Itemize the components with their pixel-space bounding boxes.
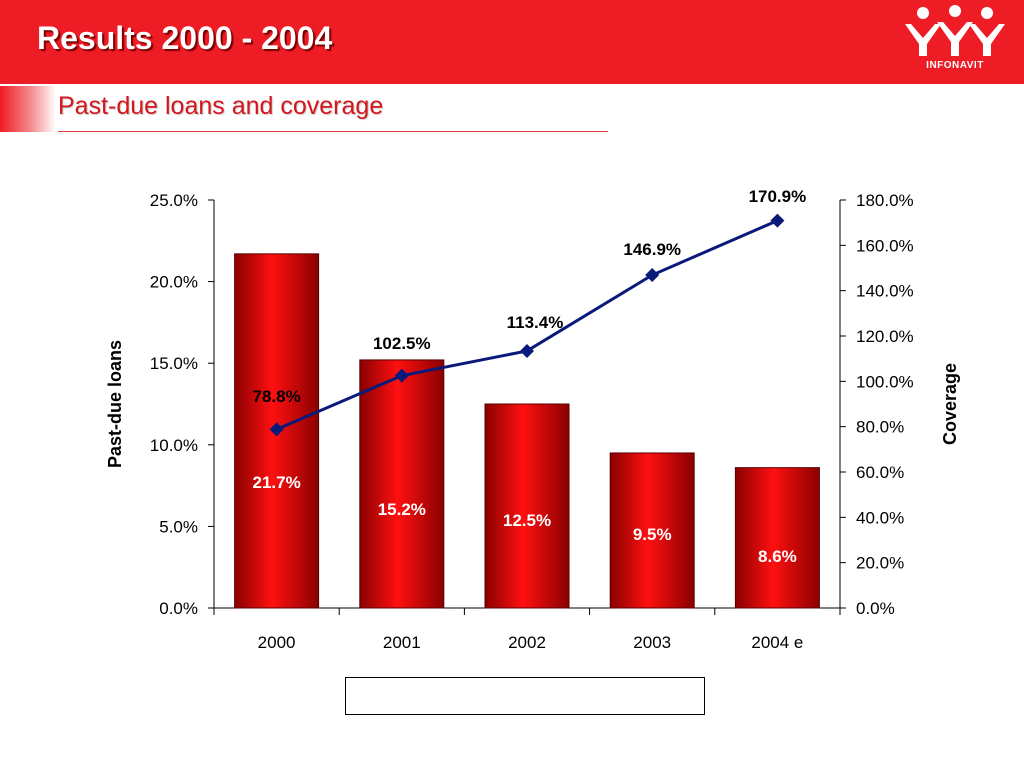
right-tick-label: 180.0%: [856, 191, 914, 210]
subtitle-underline: [58, 131, 608, 132]
x-tick-label: 2001: [383, 633, 421, 652]
chart-legend: [345, 677, 705, 715]
coverage-data-label: 113.4%: [507, 313, 564, 332]
coverage-point: [645, 268, 660, 283]
y2-axis-title: Coverage: [940, 363, 960, 445]
x-tick-label: 2002: [508, 633, 546, 652]
bar-data-label: 9.5%: [633, 525, 672, 544]
coverage-point: [520, 343, 534, 358]
bar-data-label: 12.5%: [503, 511, 551, 530]
coverage-data-label: 146.9%: [623, 240, 681, 259]
infonavit-logo-icon: [905, 5, 1005, 56]
left-tick-label: 25.0%: [150, 191, 198, 210]
x-tick-label: 2004 e: [751, 633, 803, 652]
page-title: Results 2000 - 2004: [37, 20, 333, 56]
coverage-data-label: 102.5%: [373, 334, 431, 353]
right-tick-label: 100.0%: [856, 372, 914, 391]
slide-subtitle: Past-due loans and coverage: [58, 92, 384, 120]
y-axis-title: Past-due loans: [105, 340, 125, 468]
left-tick-label: 0.0%: [159, 599, 198, 618]
left-tick-label: 15.0%: [150, 354, 198, 373]
x-tick-label: 2003: [633, 633, 671, 652]
right-tick-label: 20.0%: [856, 554, 904, 573]
left-tick-label: 20.0%: [150, 273, 198, 292]
coverage-data-label: 170.9%: [749, 187, 807, 206]
right-tick-label: 160.0%: [856, 236, 914, 255]
header-bar: Results 2000 - 2004 INFONAVIT: [0, 0, 1024, 84]
right-tick-label: 60.0%: [856, 463, 904, 482]
right-tick-label: 40.0%: [856, 508, 904, 527]
left-tick-label: 10.0%: [150, 436, 198, 455]
coverage-point: [770, 213, 785, 228]
subtitle-accent-bar: [0, 86, 56, 132]
bar: [484, 403, 570, 609]
bar: [609, 452, 695, 609]
coverage-point: [394, 368, 409, 383]
logo-text: INFONAVIT: [926, 60, 984, 71]
bar-data-label: 15.2%: [378, 500, 426, 519]
right-tick-label: 0.0%: [856, 599, 895, 618]
bar-data-label: 21.7%: [252, 473, 300, 492]
right-tick-label: 120.0%: [856, 327, 914, 346]
bar: [359, 359, 445, 609]
bar-data-label: 8.6%: [758, 547, 797, 566]
right-tick-label: 80.0%: [856, 418, 904, 437]
left-tick-label: 5.0%: [159, 517, 198, 536]
x-tick-label: 2000: [258, 633, 296, 652]
bar: [734, 467, 820, 609]
coverage-point: [269, 422, 284, 437]
coverage-data-label: 78.8%: [252, 387, 300, 406]
right-tick-label: 140.0%: [856, 282, 914, 301]
